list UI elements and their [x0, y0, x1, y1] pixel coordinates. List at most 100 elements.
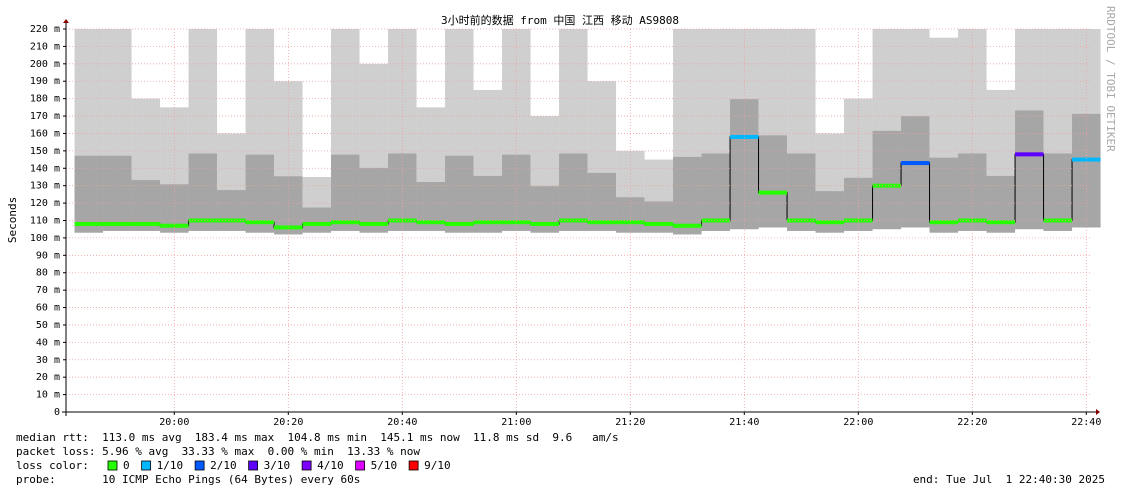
y-tick-label: 40 m: [36, 337, 60, 348]
legend-swatch: [194, 460, 205, 471]
legend-label: 3/10: [264, 459, 291, 472]
median-loss-mark: [587, 220, 617, 225]
smoke-core: [644, 201, 674, 233]
median-loss-mark: [331, 220, 360, 225]
median-loss-mark: [160, 223, 189, 228]
legend-label: 5/10: [371, 459, 398, 472]
smoke-core: [359, 167, 389, 233]
legend-swatch: [141, 460, 152, 471]
smoke-core: [331, 154, 360, 231]
y-tick-label: 70 m: [36, 285, 60, 296]
legend-swatch: [355, 460, 366, 471]
smoke-core: [559, 153, 588, 231]
median-loss-mark: [245, 220, 275, 225]
y-tick-label: 50 m: [36, 320, 60, 331]
median-loss-mark: [616, 220, 645, 225]
y-tick-label: 60 m: [36, 303, 60, 314]
y-tick-label: 110 m: [30, 216, 60, 227]
chart-title: 3小时前的数据 from 中国 江西 移动 AS9808: [441, 13, 679, 27]
median-loss-mark: [815, 220, 845, 225]
y-tick-label: 130 m: [30, 181, 60, 192]
legend-swatch: [301, 460, 312, 471]
smoke-core: [245, 154, 275, 233]
legend-label: 2/10: [210, 459, 237, 472]
smoke-core: [787, 153, 816, 231]
y-axis-label: Seconds: [6, 197, 19, 243]
smoke-core: [103, 155, 132, 231]
smoke-core: [673, 156, 702, 235]
smoke-core: [1015, 110, 1044, 230]
axis-arrow: [63, 19, 69, 23]
median-loss-mark: [701, 218, 731, 223]
smoke-core: [188, 153, 218, 231]
median-loss-mark: [730, 134, 759, 139]
y-tick-label: 90 m: [36, 250, 60, 261]
legend-swatch: [107, 460, 118, 471]
x-tick-label: 20:00: [159, 417, 189, 428]
median-loss-mark: [872, 183, 902, 188]
axis-arrow: [1096, 409, 1100, 415]
median-loss-mark: [1043, 218, 1073, 223]
smoke-core: [758, 135, 788, 228]
y-tick-label: 150 m: [30, 146, 60, 157]
y-tick-label: 200 m: [30, 59, 60, 70]
probe-info: probe: 10 ICMP Echo Pings (64 Bytes) eve…: [16, 473, 360, 486]
legend-label: 1/10: [157, 459, 184, 472]
y-tick-label: 170 m: [30, 111, 60, 122]
smoke-core: [701, 153, 731, 231]
plot-area: [74, 29, 1101, 235]
median-loss-mark: [644, 221, 674, 226]
y-tick-label: 20 m: [36, 372, 60, 383]
median-loss-mark: [986, 220, 1016, 225]
median-loss-mark: [929, 220, 959, 225]
end-time: end: Tue Jul 1 22:40:30 2025: [913, 473, 1105, 486]
y-tick-label: 10 m: [36, 390, 60, 401]
smoke-core: [445, 155, 474, 233]
y-tick-label: 180 m: [30, 94, 60, 105]
watermark: RRDTOOL / TOBI OETIKER: [1104, 6, 1117, 152]
smoke-core: [217, 190, 246, 231]
median-loss-mark: [359, 221, 389, 226]
median-loss-mark: [758, 190, 788, 195]
x-tick-label: 22:00: [843, 417, 873, 428]
y-tick-label: 120 m: [30, 198, 60, 209]
smoke-core: [302, 207, 332, 233]
median-loss-mark: [502, 220, 531, 225]
y-tick-label: 160 m: [30, 128, 60, 139]
y-tick-label: 80 m: [36, 268, 60, 279]
legend-label: 9/10: [424, 459, 451, 472]
median-loss-mark: [74, 221, 104, 226]
smoke-core: [872, 130, 902, 230]
median-loss-mark: [901, 161, 930, 166]
stats-line: median rtt: 113.0 ms avg 183.4 ms max 10…: [16, 431, 619, 444]
median-loss-mark: [416, 220, 446, 225]
y-tick-label: 0: [54, 407, 60, 418]
y-tick-label: 190 m: [30, 76, 60, 87]
legend-label: 4/10: [317, 459, 344, 472]
median-loss-mark: [302, 221, 332, 226]
x-tick-label: 20:40: [387, 417, 417, 428]
x-tick-label: 22:20: [957, 417, 987, 428]
y-tick-label: 100 m: [30, 233, 60, 244]
x-tick-label: 21:00: [501, 417, 531, 428]
median-loss-mark: [131, 221, 161, 226]
median-loss-mark: [473, 220, 503, 225]
median-loss-mark: [1072, 157, 1101, 162]
y-tick-label: 220 m: [30, 24, 60, 35]
smoke-core: [502, 154, 531, 231]
smoke-core: [1043, 153, 1073, 231]
smoke-core: [901, 116, 930, 228]
smoke-core: [74, 155, 104, 233]
median-loss-mark: [1015, 152, 1044, 157]
x-tick-label: 20:20: [273, 417, 303, 428]
y-tick-label: 30 m: [36, 355, 60, 366]
x-tick-label: 22:40: [1071, 417, 1101, 428]
median-loss-mark: [103, 221, 132, 226]
x-tick-label: 21:40: [729, 417, 759, 428]
legend-swatch: [248, 460, 259, 471]
median-loss-mark: [530, 221, 560, 226]
smoke-core: [929, 157, 959, 233]
median-loss-mark: [673, 223, 702, 228]
